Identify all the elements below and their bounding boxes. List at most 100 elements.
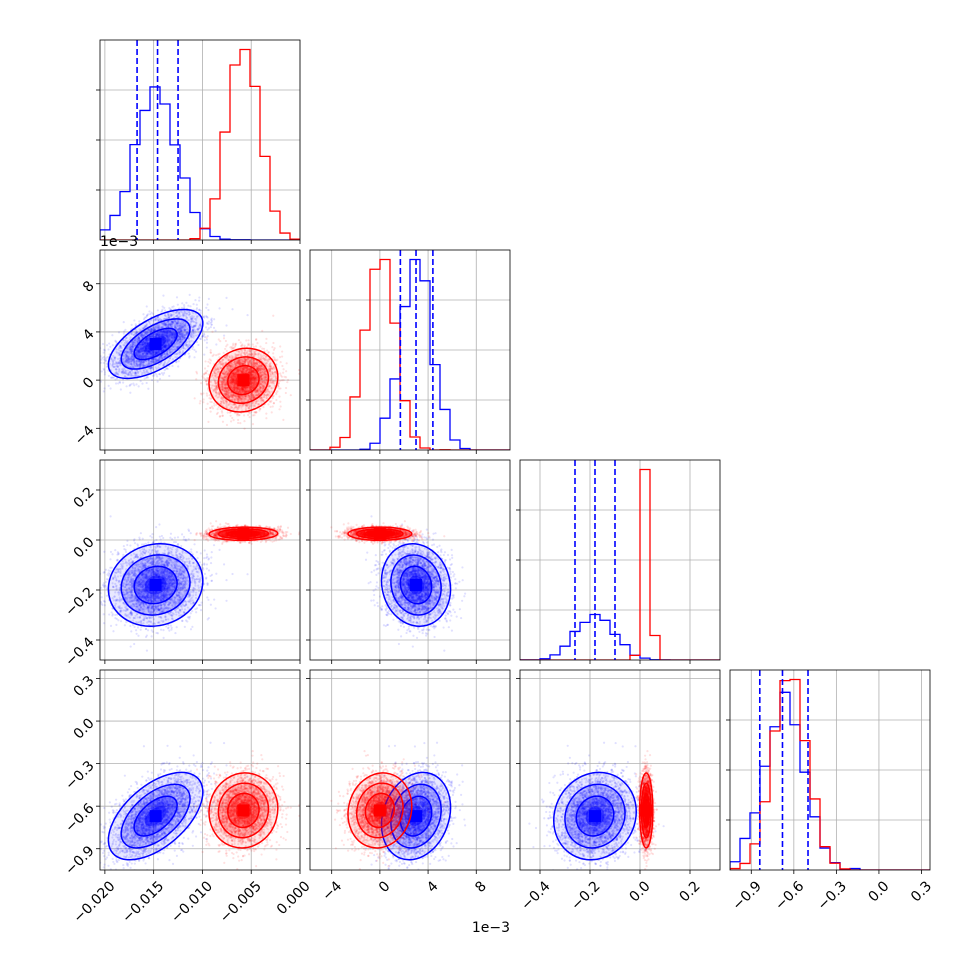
scatter-point xyxy=(198,323,202,326)
scatter-point xyxy=(157,335,161,338)
scatter-point xyxy=(164,329,167,332)
scatter-point xyxy=(142,360,145,364)
scatter-point xyxy=(153,324,157,327)
scatter-point xyxy=(164,344,167,348)
scatter-point xyxy=(146,364,150,367)
scatter-point xyxy=(165,331,169,334)
scatter-point xyxy=(205,314,208,318)
scatter-point xyxy=(145,339,148,343)
scatter-point xyxy=(124,360,127,363)
scatter-point xyxy=(114,339,117,342)
scatter-point xyxy=(167,338,171,341)
scatter-point xyxy=(115,372,118,376)
scatter-point xyxy=(191,347,194,351)
scatter-point xyxy=(178,312,181,315)
scatter-point xyxy=(175,322,179,325)
scatter-point xyxy=(157,363,160,366)
scatter-point xyxy=(118,346,121,350)
scatter-point xyxy=(143,345,146,348)
scatter-point xyxy=(126,360,129,363)
scatter-point xyxy=(148,336,151,339)
scatter-point xyxy=(197,343,200,347)
scatter-point xyxy=(144,347,147,351)
scatter-point xyxy=(172,316,176,319)
scatter-point xyxy=(155,351,158,354)
scatter-point xyxy=(147,362,150,365)
scatter-point xyxy=(147,342,150,346)
scatter-point xyxy=(163,371,166,375)
scatter-point xyxy=(142,340,145,344)
scatter-point xyxy=(171,350,174,353)
scatter-point xyxy=(144,348,147,351)
scatter-point xyxy=(149,351,152,354)
scatter-point xyxy=(166,334,169,337)
scatter-point xyxy=(143,349,146,352)
scatter-point xyxy=(139,363,142,366)
scatter-point xyxy=(157,318,160,321)
plot-area xyxy=(96,293,300,430)
scatter-point xyxy=(166,352,169,355)
scatter-point xyxy=(156,351,160,354)
scatter-point xyxy=(145,376,148,380)
scatter-point xyxy=(152,350,156,354)
scatter-point xyxy=(134,351,138,355)
scatter-point xyxy=(147,360,151,363)
scatter-point xyxy=(145,338,148,341)
scatter-point xyxy=(252,345,255,348)
scatter-point xyxy=(163,360,167,364)
scatter-point xyxy=(157,350,160,353)
scatter-point xyxy=(131,371,135,374)
scatter-point xyxy=(130,359,133,362)
scatter-point xyxy=(224,347,227,351)
scatter-point xyxy=(205,336,208,339)
scatter-point xyxy=(100,358,103,361)
scatter-point xyxy=(210,317,213,320)
scatter-point xyxy=(179,314,182,317)
scatter-point xyxy=(239,422,242,425)
scatter-point xyxy=(107,348,110,351)
scatter-point xyxy=(174,345,177,348)
scatter-point xyxy=(128,358,131,361)
scatter-point xyxy=(96,362,98,364)
scatter-point xyxy=(162,341,165,345)
scatter-point xyxy=(145,345,148,348)
scatter-point xyxy=(153,360,156,363)
scatter-point xyxy=(165,343,168,347)
scatter-point xyxy=(123,371,126,374)
scatter-point xyxy=(177,328,180,331)
scatter-point xyxy=(130,348,133,351)
scatter-point xyxy=(142,343,145,346)
scatter-point xyxy=(172,337,175,340)
scatter-point xyxy=(183,312,186,315)
scatter-point xyxy=(231,416,234,420)
scatter-point xyxy=(112,360,115,363)
scatter-point xyxy=(286,378,290,382)
scatter-point xyxy=(206,328,209,331)
scatter-point xyxy=(195,303,198,306)
scatter-point xyxy=(168,333,171,336)
scatter-point xyxy=(161,334,164,337)
scatter-point xyxy=(187,344,190,348)
scatter-point xyxy=(193,317,197,320)
scatter-point xyxy=(176,324,179,328)
scatter-point xyxy=(138,355,141,359)
scatter-point xyxy=(170,339,174,342)
scatter-point xyxy=(149,349,152,352)
scatter-point xyxy=(207,322,210,326)
scatter-point xyxy=(205,338,209,341)
scatter-point xyxy=(150,362,153,365)
scatter-point xyxy=(122,361,125,364)
scatter-point xyxy=(128,384,131,387)
scatter-point xyxy=(151,354,154,357)
scatter-point xyxy=(146,350,150,353)
scatter-point xyxy=(137,385,140,388)
scatter-point xyxy=(162,335,165,339)
scatter-point xyxy=(161,343,164,346)
scatter-point xyxy=(133,338,137,342)
scatter-point xyxy=(152,353,155,356)
scatter-point xyxy=(169,325,173,328)
scatter-point xyxy=(152,333,155,336)
scatter-point xyxy=(162,364,165,367)
scatter-point xyxy=(136,337,139,340)
scatter-point xyxy=(122,368,125,372)
